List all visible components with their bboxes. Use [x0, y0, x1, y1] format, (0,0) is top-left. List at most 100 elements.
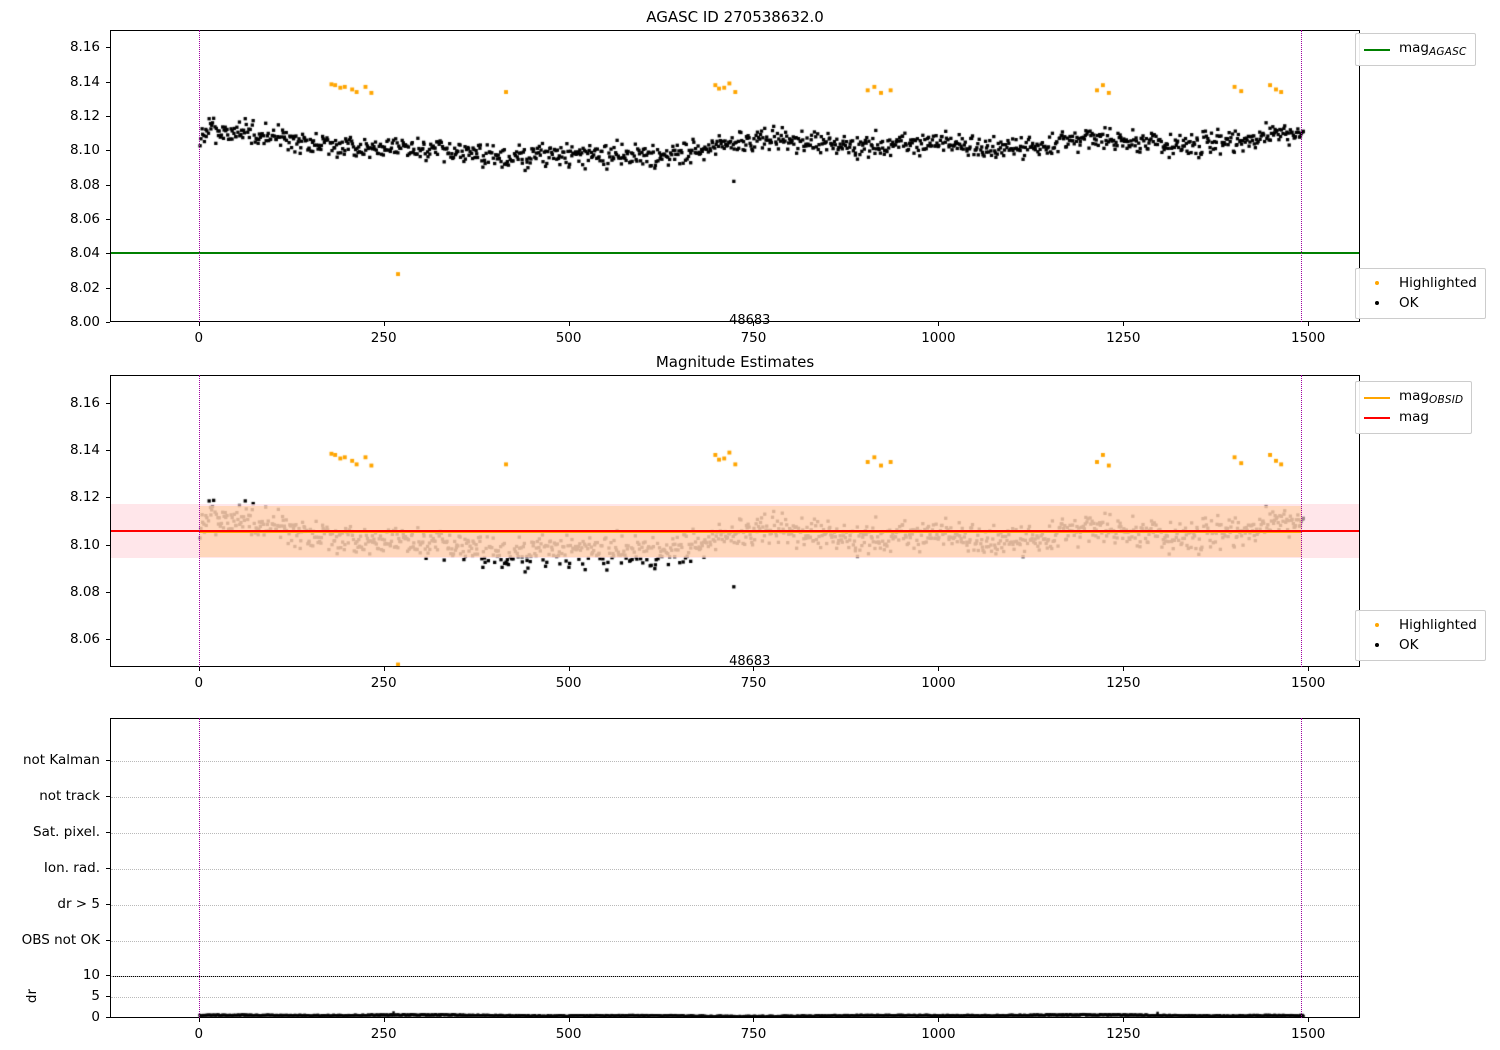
x-tick-label: 250 — [370, 330, 397, 346]
x-tickmark — [383, 322, 385, 326]
x-tickmark — [1308, 1018, 1310, 1022]
x-tickmark — [938, 322, 940, 326]
y-tick-label: 8.14 — [69, 442, 100, 459]
dr-gridline — [111, 997, 1359, 998]
legend-label-mag: mag — [1399, 409, 1429, 426]
x-tick-label: 500 — [555, 1026, 582, 1042]
x-tick-label: 1000 — [921, 675, 956, 691]
x-tickmark — [568, 1018, 570, 1022]
dr-tick-label-1: 5 — [91, 988, 100, 1004]
flag-label-4: dr > 5 — [57, 896, 100, 912]
x-tickmark — [938, 1018, 940, 1022]
x-tick-label: 750 — [740, 1026, 767, 1042]
flag-tickmark — [106, 904, 110, 905]
x-tick-label: 250 — [370, 1026, 397, 1042]
legend-row-ok: OK — [1364, 294, 1477, 314]
legend-label-highlighted: Highlighted — [1399, 275, 1477, 291]
mag-agasc-reference-line — [111, 251, 1359, 254]
y-tickmark — [106, 322, 110, 323]
y-tick-label: 8.16 — [69, 39, 100, 56]
panel-agasc-legend-upper: magAGASC — [1355, 33, 1476, 67]
x-tickmark — [938, 667, 940, 671]
y-tick-label: 8.12 — [69, 489, 100, 506]
y-tick-label: 8.08 — [69, 176, 100, 193]
obsid-annotation: 48683 — [729, 654, 771, 670]
x-tick-label: 1000 — [921, 330, 956, 346]
y-tickmark — [106, 544, 110, 546]
x-tickmark — [568, 667, 570, 671]
x-tickmark — [753, 1018, 755, 1022]
y-tick-label: 8.04 — [69, 245, 100, 262]
x-tick-label: 1000 — [921, 1026, 956, 1042]
legend-row-highlighted-2: Highlighted — [1364, 616, 1477, 636]
observation-boundary-line — [1300, 30, 1302, 322]
panel-flags-axes — [110, 718, 1360, 1018]
y-tickmark — [106, 81, 110, 83]
legend-row-mag: mag — [1364, 408, 1463, 428]
y-tick-label: 8.10 — [69, 536, 100, 553]
flag-gridline — [111, 797, 1359, 798]
x-tickmark — [753, 322, 755, 326]
panel-estimates-legend-lower: Highlighted OK — [1355, 610, 1486, 662]
y-tickmark — [106, 218, 110, 220]
legend-label-mag-agasc: magAGASC — [1399, 40, 1467, 58]
x-tick-label: 1500 — [1291, 330, 1326, 346]
y-tick-label: 8.00 — [69, 314, 100, 330]
y-tick-label: 8.08 — [69, 583, 100, 600]
flag-gridline — [111, 761, 1359, 762]
flag-gridline — [111, 941, 1359, 942]
y-tickmark — [106, 287, 110, 289]
legend-row-mag-agasc: magAGASC — [1364, 39, 1467, 60]
flag-tickmark — [106, 796, 110, 797]
legend-label-highlighted-2: Highlighted — [1399, 617, 1477, 633]
dr-tickmark — [106, 975, 110, 976]
x-tick-label: 1500 — [1291, 1026, 1326, 1042]
x-tick-label: 500 — [555, 675, 582, 691]
x-tick-label: 750 — [740, 330, 767, 346]
dr-tickmark — [106, 996, 110, 997]
highlighted-dot-icon — [1364, 616, 1390, 636]
flag-gridline — [111, 833, 1359, 834]
y-tick-label: 8.12 — [69, 107, 100, 124]
obsid-annotation: 48683 — [729, 313, 771, 329]
y-tick-label: 8.06 — [69, 210, 100, 227]
flag-label-0: not Kalman — [22, 752, 100, 768]
x-tick-label: 1500 — [1291, 675, 1326, 691]
x-tickmark — [753, 667, 755, 671]
y-tick-label: 8.10 — [69, 142, 100, 159]
legend-label-mag-obsid: magOBSID — [1399, 388, 1464, 406]
flag-gridline — [111, 869, 1359, 870]
x-tick-label: 1250 — [1106, 330, 1141, 346]
observation-boundary-line — [1300, 718, 1302, 1018]
mag-reference-line — [111, 529, 1359, 533]
y-tickmark — [106, 403, 110, 405]
flag-label-5: OBS not OK — [21, 932, 100, 948]
y-tick-label: 8.14 — [69, 73, 100, 90]
panel-agasc: AGASC ID 270538632.0 0 250 500 750 1000 1250 1… — [0, 0, 1500, 346]
x-tickmark — [1123, 667, 1125, 671]
legend-label-ok-2: OK — [1399, 636, 1419, 653]
dr-tick-label-0: 10 — [82, 967, 100, 983]
dr-tickmark — [106, 1017, 110, 1018]
mag-agasc-line-icon — [1364, 48, 1390, 51]
ok-dot-icon — [1364, 636, 1390, 656]
x-tickmark — [1123, 1018, 1125, 1022]
y-tickmark — [106, 115, 110, 117]
x-tickmark — [198, 322, 200, 326]
flag-label-3: Ion. rad. — [43, 860, 100, 876]
mag-obsid-line-icon — [1364, 396, 1390, 399]
dr-tick-label-2: 0 — [91, 1009, 100, 1025]
observation-boundary-line — [198, 30, 200, 322]
x-tick-label: 1250 — [1106, 675, 1141, 691]
x-tick-label: 250 — [370, 675, 397, 691]
ok-dot-icon — [1364, 294, 1390, 314]
panel-estimates-axes — [110, 375, 1360, 667]
y-tickmark — [106, 638, 110, 640]
x-tick-label: 0 — [194, 675, 204, 691]
y-tickmark — [106, 253, 110, 255]
y-tickmark — [106, 450, 110, 452]
panel-estimates-title: Magnitude Estimates — [655, 353, 815, 371]
y-tick-label: 8.06 — [69, 630, 100, 647]
x-tickmark — [568, 322, 570, 326]
